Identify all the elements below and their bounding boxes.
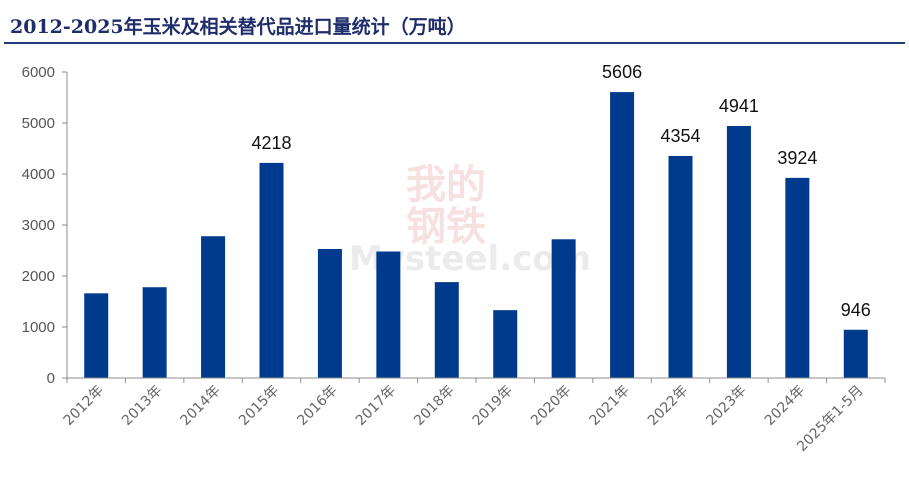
x-axis: 2012年 2013年 2014年 2015年 2016年 2017年 2018年 2019年…	[61, 377, 886, 455]
bar	[259, 162, 284, 378]
chart-title: 2012-2025年玉米及相关替代品进口量统计（万吨）	[10, 16, 466, 38]
x-tick-label: 2018年	[411, 383, 457, 429]
bar	[610, 92, 635, 379]
x-tick-label: 2014年	[177, 383, 223, 429]
bars	[84, 92, 868, 379]
y-tick-label: 6000	[22, 64, 55, 81]
data-labels: 4218 5606 4354 4941 3924 946	[251, 62, 870, 320]
y-tick-label: 0	[47, 370, 55, 387]
x-tick-label: 2013年	[119, 383, 165, 429]
x-tick-label: 2022年	[645, 383, 691, 429]
x-tick-label: 2024年	[762, 383, 808, 429]
y-tick-label: 5000	[22, 115, 55, 132]
x-tick-label: 2017年	[353, 383, 399, 429]
bar	[493, 310, 518, 378]
bar	[434, 282, 459, 378]
bar	[84, 293, 109, 378]
x-tick-label: 2012年	[61, 383, 107, 429]
data-label: 3924	[777, 148, 817, 168]
x-tick-label: 2016年	[294, 383, 340, 429]
data-label: 4218	[251, 133, 291, 153]
y-tick-label: 3000	[22, 217, 55, 234]
data-label: 946	[841, 300, 871, 320]
y-tick-label: 1000	[22, 319, 55, 336]
data-label: 5606	[602, 62, 642, 82]
bar	[668, 155, 693, 378]
title-underline	[4, 42, 905, 44]
bar	[785, 177, 810, 378]
bar	[726, 126, 751, 378]
x-tick-label: 2019年	[470, 383, 516, 429]
bar	[376, 251, 401, 378]
x-tick-label: 2020年	[528, 383, 574, 429]
data-label: 4941	[719, 96, 759, 116]
x-tick-label: 2023年	[703, 383, 749, 429]
bar	[843, 329, 868, 378]
bar	[551, 239, 576, 378]
y-tick-label: 2000	[22, 268, 55, 285]
data-label: 4354	[660, 126, 700, 146]
watermark-line1: 我的	[406, 161, 486, 208]
watermark-line2: 钢铁	[406, 203, 486, 250]
bar	[201, 236, 226, 378]
bar	[317, 248, 342, 378]
y-tick-label: 4000	[22, 166, 55, 183]
y-axis: 0 1000 2000 3000 4000 5000 6000	[22, 64, 68, 387]
x-tick-label: 2015年	[236, 383, 282, 429]
x-tick-label: 2021年	[586, 383, 632, 429]
bar	[142, 287, 167, 378]
